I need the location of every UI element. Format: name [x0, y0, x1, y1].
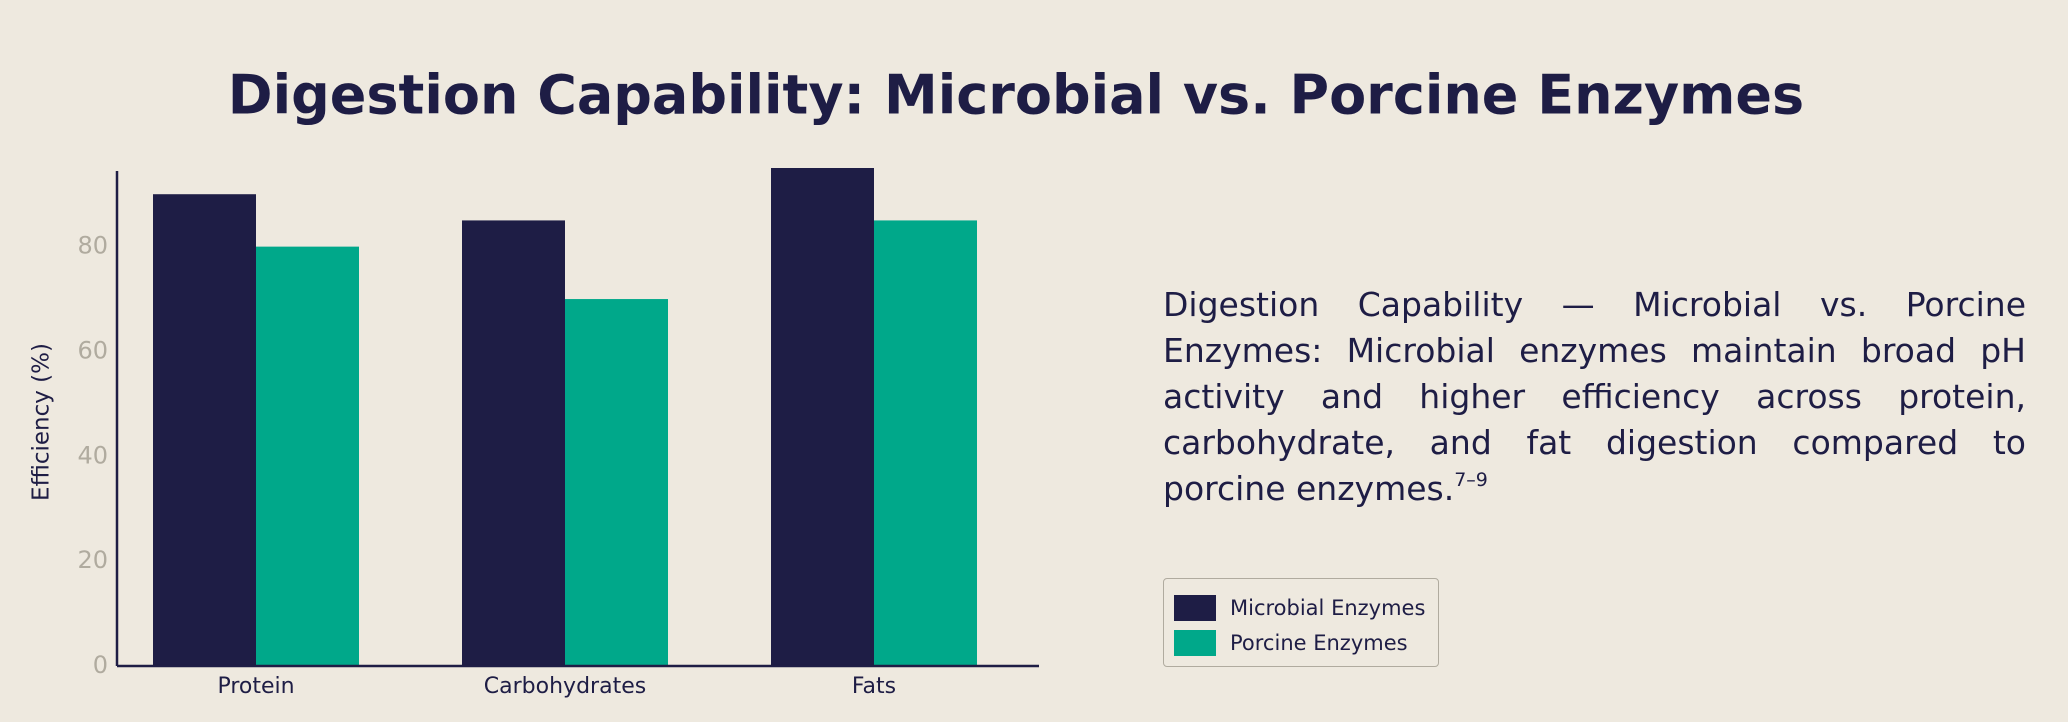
legend-swatch: [1174, 595, 1216, 621]
y-tick-label: 20: [77, 546, 108, 574]
y-tick-label: 0: [93, 651, 108, 679]
y-tick-label: 40: [77, 441, 108, 469]
citation: 7–9: [1454, 469, 1488, 491]
bar: [771, 168, 874, 666]
chart-title: Digestion Capability: Microbial vs. Porc…: [228, 64, 1804, 127]
bar: [565, 299, 668, 666]
legend-entry: Porcine Enzymes: [1174, 629, 1408, 657]
bar: [874, 220, 977, 666]
legend-entry: Microbial Enzymes: [1174, 594, 1425, 622]
bar: [256, 246, 359, 666]
y-tick-label: 60: [77, 336, 108, 364]
legend: Microbial Enzymes Porcine Enzymes: [1163, 578, 1439, 667]
bar: [153, 194, 256, 667]
y-tick-label: 80: [77, 232, 108, 260]
legend-label: Porcine Enzymes: [1230, 631, 1408, 655]
x-tick-label: Fats: [852, 674, 896, 699]
y-axis-label: Efficiency (%): [29, 343, 55, 501]
legend-swatch: [1174, 630, 1216, 656]
description-text: Digestion Capability — Microbial vs. Por…: [1163, 285, 2026, 508]
x-tick-label: Protein: [217, 674, 294, 699]
legend-label: Microbial Enzymes: [1230, 596, 1426, 620]
description: Digestion Capability — Microbial vs. Por…: [1163, 282, 2026, 512]
bar: [462, 220, 565, 666]
x-tick-label: Carbohydrates: [484, 674, 646, 699]
